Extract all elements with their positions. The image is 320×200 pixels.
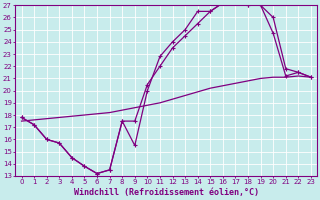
X-axis label: Windchill (Refroidissement éolien,°C): Windchill (Refroidissement éolien,°C) (74, 188, 259, 197)
